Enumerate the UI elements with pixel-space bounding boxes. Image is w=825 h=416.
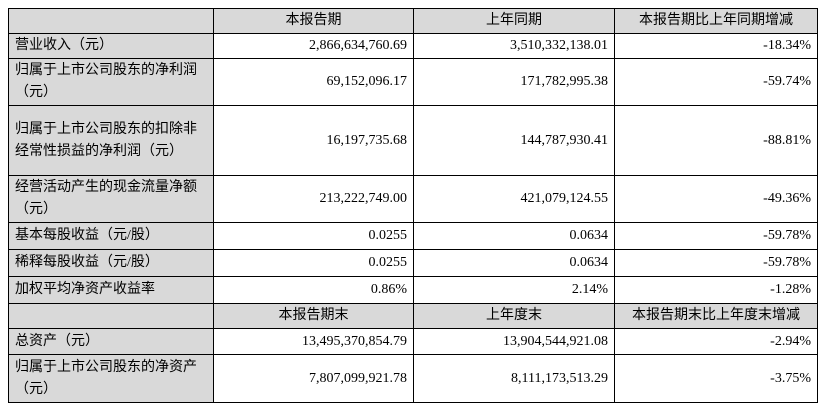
value-cell: -49.36% — [614, 175, 818, 223]
value-cell: 213,222,749.00 — [213, 175, 414, 223]
value-cell: -59.78% — [614, 249, 818, 277]
data-row: 归属于上市公司股东的净资产（元） 7,807,099,921.78 8,111,17… — [8, 354, 818, 403]
corner-cell — [8, 8, 214, 34]
data-row: 归属于上市公司股东的净利润（元） 69,152,096.17 171,782,995… — [8, 58, 818, 106]
value-cell: -59.78% — [614, 222, 818, 250]
value-cell: 7,807,099,921.78 — [213, 354, 414, 403]
data-row: 归属于上市公司股东的扣除非经常性损益的净利润（元） 16,197,735.68 14… — [8, 105, 818, 176]
header-cell: 上年度末 — [413, 303, 615, 329]
row-label: 归属于上市公司股东的净利润（元） — [8, 58, 214, 106]
value-cell: 16,197,735.68 — [213, 105, 414, 176]
value-cell: 0.86% — [213, 276, 414, 304]
value-cell: -59.74% — [614, 58, 818, 106]
value-cell: 2.14% — [413, 276, 615, 304]
header-row: 本报告期末 上年度末 本报告期末比上年度末增减 — [8, 303, 818, 329]
value-cell: 171,782,995.38 — [413, 58, 615, 106]
financial-table: 本报告期 上年同期 本报告期比上年同期增减 营业收入（元） 2,866,634,760.… — [8, 8, 818, 403]
data-row: 稀释每股收益（元/股） 0.0255 0.0634 -59.78% — [8, 249, 818, 277]
value-cell: 0.0634 — [413, 222, 615, 250]
data-row: 基本每股收益（元/股） 0.0255 0.0634 -59.78% — [8, 222, 818, 250]
value-cell: 3,510,332,138.01 — [413, 33, 615, 59]
header-cell: 本报告期末比上年度末增减 — [614, 303, 818, 329]
row-label: 归属于上市公司股东的净资产（元） — [8, 354, 214, 403]
value-cell: 13,495,370,854.79 — [213, 328, 414, 355]
header-cell: 上年同期 — [413, 8, 615, 34]
value-cell: 0.0255 — [213, 222, 414, 250]
row-label: 总资产（元） — [8, 328, 214, 355]
row-label: 归属于上市公司股东的扣除非经常性损益的净利润（元） — [8, 105, 214, 176]
row-label: 经营活动产生的现金流量净额（元） — [8, 175, 214, 223]
value-cell: -3.75% — [614, 354, 818, 403]
value-cell: 13,904,544,921.08 — [413, 328, 615, 355]
value-cell: -88.81% — [614, 105, 818, 176]
row-label: 稀释每股收益（元/股） — [8, 249, 214, 277]
value-cell: -1.28% — [614, 276, 818, 304]
header-row: 本报告期 上年同期 本报告期比上年同期增减 — [8, 8, 818, 34]
data-row: 经营活动产生的现金流量净额（元） 213,222,749.00 421,079,12… — [8, 175, 818, 223]
table-body: 本报告期 上年同期 本报告期比上年同期增减 营业收入（元） 2,866,634,760.… — [8, 8, 818, 403]
data-row: 总资产（元） 13,495,370,854.79 13,904,544,921.08… — [8, 328, 818, 355]
row-label: 加权平均净资产收益率 — [8, 276, 214, 304]
value-cell: 0.0255 — [213, 249, 414, 277]
data-row: 营业收入（元） 2,866,634,760.69 3,510,332,138.01-… — [8, 33, 818, 59]
value-cell: 2,866,634,760.69 — [213, 33, 414, 59]
data-row: 加权平均净资产收益率 0.86% 2.14% -1.28% — [8, 276, 818, 304]
corner-cell — [8, 303, 214, 329]
header-cell: 本报告期 — [213, 8, 414, 34]
header-cell: 本报告期末 — [213, 303, 414, 329]
header-cell: 本报告期比上年同期增减 — [614, 8, 818, 34]
value-cell: 144,787,930.41 — [413, 105, 615, 176]
row-label: 营业收入（元） — [8, 33, 214, 59]
row-label: 基本每股收益（元/股） — [8, 222, 214, 250]
value-cell: 421,079,124.55 — [413, 175, 615, 223]
value-cell: 0.0634 — [413, 249, 615, 277]
value-cell: 69,152,096.17 — [213, 58, 414, 106]
value-cell: 8,111,173,513.29 — [413, 354, 615, 403]
value-cell: -2.94% — [614, 328, 818, 355]
value-cell: -18.34% — [614, 33, 818, 59]
